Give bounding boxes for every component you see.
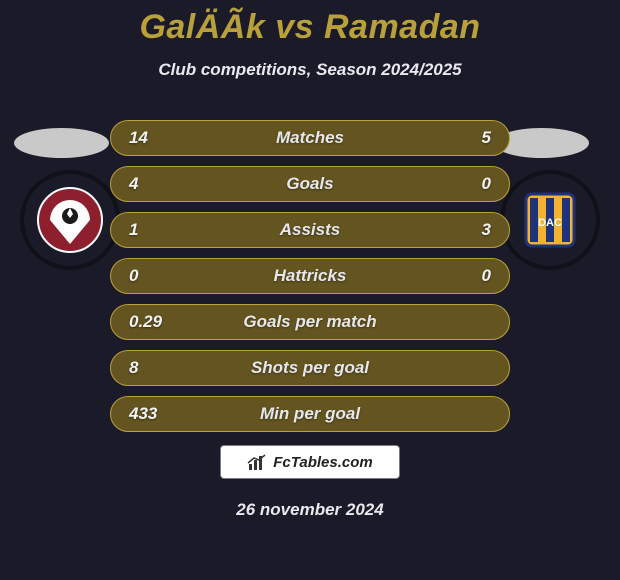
stat-left-value: 0.29	[129, 312, 189, 332]
fctables-logo-text: FcTables.com	[273, 454, 372, 471]
subtitle: Club competitions, Season 2024/2025	[0, 60, 620, 80]
left-oval-shadow	[14, 128, 109, 158]
stat-right-value: 0	[431, 174, 491, 194]
left-club-crest	[36, 186, 104, 254]
stat-right-value: 0	[431, 266, 491, 286]
left-club-circle	[20, 170, 120, 270]
stat-row: 0Hattricks0	[110, 258, 510, 294]
stat-row: 4Goals0	[110, 166, 510, 202]
stat-left-value: 1	[129, 220, 189, 240]
comparison-canvas: GalÄÃ­k vs Ramadan Club competitions, Se…	[0, 0, 620, 580]
stat-label: Shots per goal	[189, 358, 431, 378]
stat-row: 433Min per goal	[110, 396, 510, 432]
stat-row: 14Matches5	[110, 120, 510, 156]
stat-right-value: 3	[431, 220, 491, 240]
stat-row: 1Assists3	[110, 212, 510, 248]
right-crest-icon: DAC	[516, 186, 584, 254]
stat-left-value: 433	[129, 404, 189, 424]
stat-label: Goals per match	[189, 312, 431, 332]
stat-label: Hattricks	[189, 266, 431, 286]
stat-left-value: 8	[129, 358, 189, 378]
stat-right-value: 5	[431, 128, 491, 148]
stat-label: Min per goal	[189, 404, 431, 424]
left-crest-icon	[36, 186, 104, 254]
right-club-circle: DAC	[500, 170, 600, 270]
stat-left-value: 0	[129, 266, 189, 286]
fctables-logo[interactable]: FcTables.com	[220, 445, 400, 479]
chart-bars-icon	[247, 454, 267, 470]
svg-text:DAC: DAC	[538, 217, 562, 229]
stat-row: 0.29Goals per match	[110, 304, 510, 340]
stat-left-value: 14	[129, 128, 189, 148]
comparison-date: 26 november 2024	[0, 500, 620, 520]
stat-label: Goals	[189, 174, 431, 194]
page-title: GalÄÃ­k vs Ramadan	[0, 8, 620, 47]
stat-label: Matches	[189, 128, 431, 148]
right-club-crest: DAC	[516, 186, 584, 254]
stat-left-value: 4	[129, 174, 189, 194]
stat-row: 8Shots per goal	[110, 350, 510, 386]
stat-label: Assists	[189, 220, 431, 240]
